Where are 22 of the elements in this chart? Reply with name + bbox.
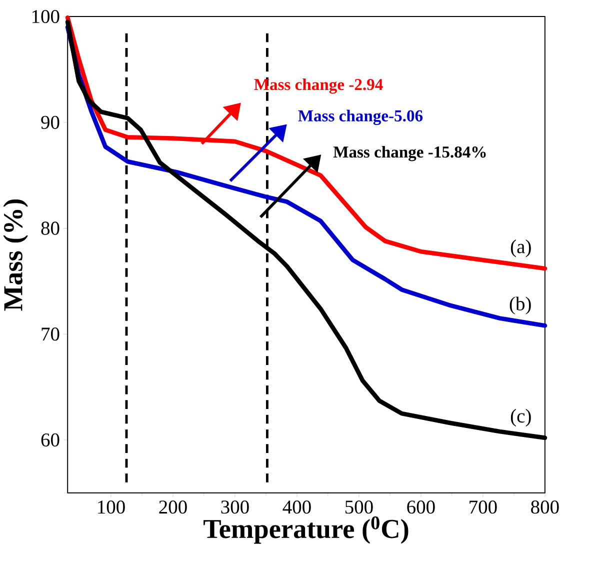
annotation: Mass change-5.06 [298, 110, 423, 125]
y-tick-label: 60 [41, 433, 60, 447]
y-tick-label: 70 [42, 328, 60, 341]
x-tick-label: 200 [159, 500, 187, 514]
x-tick-label: 600 [407, 500, 435, 514]
x-tick-label: 500 [345, 500, 373, 514]
x-tick-label: 300 [221, 500, 249, 514]
y-tick-label: 80 [41, 222, 60, 235]
series-label: (c) [510, 408, 531, 427]
annotation: Mass change -15.84% [333, 146, 486, 162]
x-axis-title: Temperature ($^{0}$C) [204, 516, 408, 544]
series-label: (a) [510, 240, 531, 258]
x-tick-label: 400 [282, 500, 311, 514]
x-tick-label: 700 [470, 500, 497, 514]
series-label: (b) [510, 296, 531, 314]
annotation: Mass change -2.94 [254, 78, 383, 94]
line-series [65, 15, 548, 271]
y-axis-title: Mass (%) [3, 200, 28, 311]
y-tick-label: 100 [32, 10, 60, 24]
y-tick-label: 90 [41, 116, 60, 130]
x-tick-label: 100 [98, 500, 125, 514]
x-tick-label: 800 [531, 500, 559, 514]
